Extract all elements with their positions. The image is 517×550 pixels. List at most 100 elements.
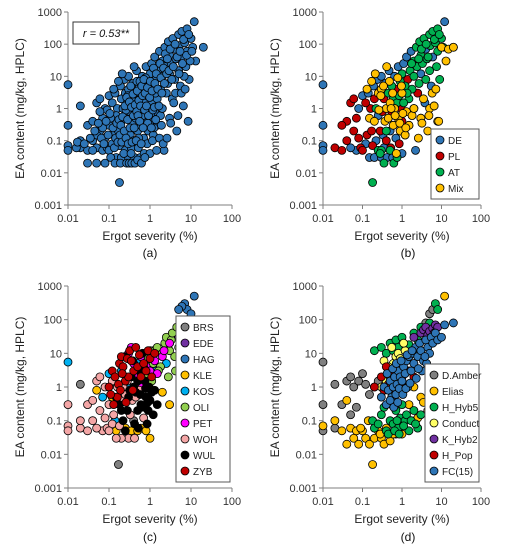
data-point [167, 75, 177, 84]
data-point [114, 460, 123, 469]
data-point [63, 426, 73, 436]
data-point [115, 178, 124, 187]
data-point [75, 379, 85, 389]
legend-marker [180, 386, 190, 396]
data-point [423, 52, 433, 62]
data-point [411, 419, 420, 429]
data-point [143, 397, 153, 407]
x-tick-label: 0.1 [101, 496, 116, 508]
data-point [369, 346, 379, 356]
data-point [379, 81, 388, 91]
data-point [88, 395, 98, 405]
data-point [346, 372, 356, 382]
legend-marker [180, 370, 190, 380]
data-point [174, 69, 184, 79]
y-axis-title: EA content (mg/kg, HPLC) [13, 38, 27, 179]
x-tick-label: 0.1 [355, 496, 370, 508]
legend-marker [429, 418, 439, 428]
data-point [157, 120, 166, 130]
legend-marker [429, 450, 439, 460]
data-point [440, 291, 450, 301]
data-point [178, 59, 187, 68]
y-tick-label: 1000 [293, 7, 317, 19]
data-point [318, 357, 328, 367]
legend-marker [180, 338, 190, 348]
data-point [162, 54, 172, 64]
data-point [110, 372, 120, 382]
data-point [435, 75, 445, 84]
data-point [388, 88, 398, 98]
x-tick-label: 100 [472, 496, 490, 508]
data-point [390, 111, 400, 121]
y-tick-label: 0.001 [289, 483, 317, 495]
data-point [373, 419, 383, 429]
data-point [414, 54, 424, 64]
data-point [141, 366, 151, 376]
y-tick-label: 1 [56, 104, 62, 116]
data-point [365, 390, 374, 399]
y-tick-label: 0.01 [296, 449, 317, 461]
data-point [165, 400, 174, 410]
x-axis-title: Ergot severity (%) [102, 229, 197, 243]
data-point [136, 139, 146, 149]
data-point [401, 123, 411, 133]
y-tick-label: 0.001 [289, 200, 317, 212]
data-point [368, 141, 377, 151]
data-point [135, 390, 145, 399]
data-point [168, 62, 178, 72]
data-point [93, 118, 103, 128]
data-point [448, 318, 458, 328]
data-point [448, 42, 458, 52]
data-point [162, 133, 172, 143]
data-point [416, 410, 426, 420]
data-point [75, 423, 85, 433]
data-point [63, 145, 73, 155]
y-tick-label: 1 [311, 382, 317, 394]
data-point [368, 460, 377, 469]
x-axis-title: Ergot severity (%) [102, 512, 197, 526]
data-point [159, 346, 169, 356]
data-point [367, 76, 377, 86]
data-point [417, 118, 427, 128]
data-point [98, 392, 108, 402]
data-point [391, 149, 401, 158]
data-point [337, 120, 347, 130]
data-point [63, 120, 73, 130]
data-point [440, 17, 450, 27]
data-point [189, 291, 199, 301]
data-point [432, 62, 441, 72]
data-point [407, 111, 417, 121]
data-point [146, 123, 156, 133]
data-point [173, 111, 183, 121]
data-point [379, 158, 389, 168]
legend-label: FC(15) [442, 467, 473, 478]
data-point [402, 52, 411, 62]
data-point [386, 104, 396, 113]
y-tick-label: 10 [50, 348, 62, 360]
data-point [424, 111, 434, 121]
data-point [375, 149, 385, 158]
data-point [402, 410, 411, 420]
data-point [141, 384, 150, 393]
data-point [172, 126, 182, 136]
y-tick-label: 1000 [293, 281, 317, 293]
data-point [116, 385, 125, 395]
data-point [129, 62, 139, 72]
data-point [370, 69, 380, 79]
x-tick-label: 1 [399, 213, 405, 225]
data-point [330, 416, 340, 426]
data-point [425, 66, 435, 76]
data-point [354, 439, 364, 449]
data-point [376, 342, 386, 352]
y-tick-label: 0.001 [34, 483, 62, 495]
data-point [174, 305, 184, 314]
legend-label: BRS [193, 323, 214, 334]
data-point [346, 143, 356, 153]
data-point [362, 84, 372, 94]
data-point [409, 332, 419, 342]
legend-marker [435, 151, 445, 161]
y-tick-label: 0.01 [41, 449, 62, 461]
data-point [145, 433, 155, 443]
data-point [83, 426, 92, 436]
